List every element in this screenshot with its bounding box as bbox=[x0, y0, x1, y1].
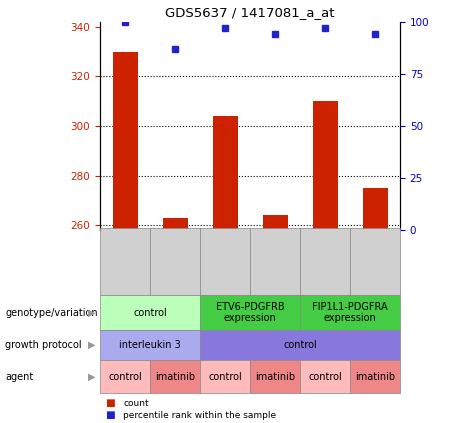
Text: ▶: ▶ bbox=[88, 371, 96, 382]
Text: count: count bbox=[123, 398, 149, 407]
Text: ▶: ▶ bbox=[88, 308, 96, 318]
Text: control: control bbox=[108, 371, 142, 382]
Text: ■: ■ bbox=[105, 410, 114, 420]
Text: control: control bbox=[208, 371, 242, 382]
Text: growth protocol: growth protocol bbox=[5, 340, 82, 350]
Text: control: control bbox=[133, 308, 167, 318]
Text: imatinib: imatinib bbox=[355, 371, 395, 382]
Title: GDS5637 / 1417081_a_at: GDS5637 / 1417081_a_at bbox=[165, 6, 335, 19]
Bar bbox=[213, 116, 237, 230]
Text: agent: agent bbox=[5, 371, 33, 382]
Bar bbox=[313, 101, 337, 230]
Text: ETV6-PDGFRB
expression: ETV6-PDGFRB expression bbox=[216, 302, 284, 323]
Bar bbox=[112, 52, 137, 230]
Bar bbox=[262, 215, 288, 230]
Text: imatinib: imatinib bbox=[255, 371, 295, 382]
Text: genotype/variation: genotype/variation bbox=[5, 308, 98, 318]
Text: control: control bbox=[283, 340, 317, 350]
Text: interleukin 3: interleukin 3 bbox=[119, 340, 181, 350]
Text: ■: ■ bbox=[105, 398, 114, 408]
Text: percentile rank within the sample: percentile rank within the sample bbox=[123, 410, 276, 420]
Text: FIP1L1-PDGFRA
expression: FIP1L1-PDGFRA expression bbox=[312, 302, 388, 323]
Text: control: control bbox=[308, 371, 342, 382]
Text: ▶: ▶ bbox=[88, 340, 96, 350]
Text: imatinib: imatinib bbox=[155, 371, 195, 382]
Bar bbox=[162, 217, 188, 230]
Bar bbox=[362, 188, 388, 230]
